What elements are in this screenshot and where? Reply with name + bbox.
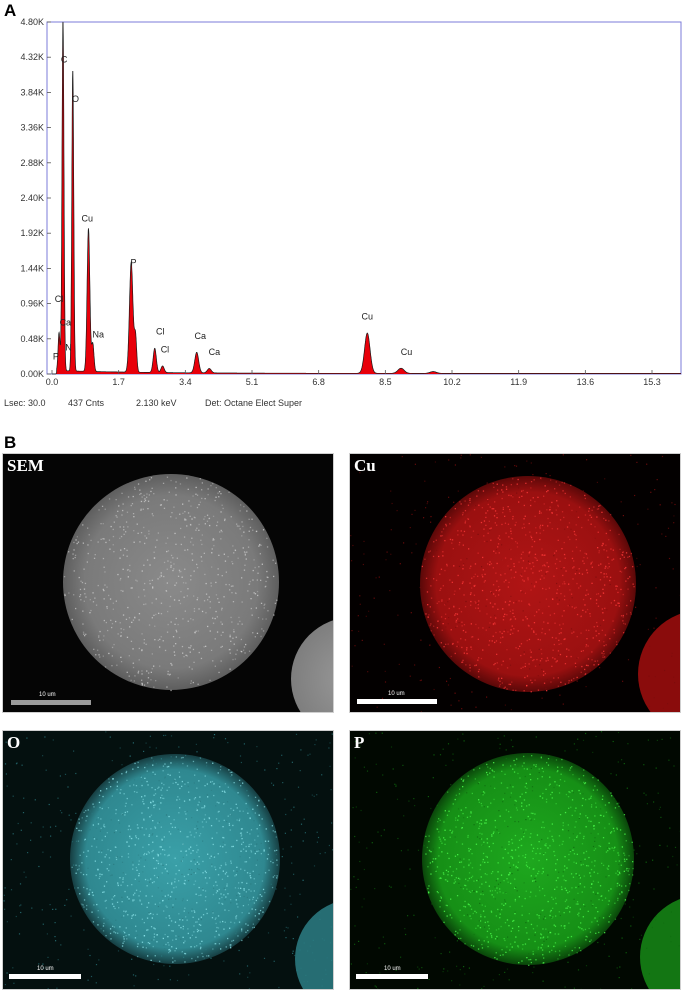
sem-particle-edge (291, 620, 333, 712)
panel-b-label: B (4, 433, 17, 452)
x-tick-label: 8.5 (379, 377, 392, 387)
o-particle (70, 754, 280, 964)
o-particle-edge (295, 903, 333, 989)
speckle-texture (71, 756, 278, 963)
scale-text-cu: 10 um (388, 691, 405, 697)
cu-particle (420, 476, 636, 692)
spectrum-line (52, 21, 681, 375)
peak-label: Cl (55, 294, 64, 304)
sem-image-panel: SEM 10 um (2, 453, 334, 713)
background-noise (350, 454, 680, 712)
p-map-panel: P 10 um (349, 730, 681, 990)
y-tick-label: 0.48K (20, 334, 44, 344)
scale-bar (9, 974, 81, 979)
peak-label: Ca (209, 347, 221, 357)
background-noise (350, 731, 680, 989)
map-label-sem: SEM (7, 456, 44, 475)
x-tick-label: 13.6 (577, 377, 595, 387)
peak-label: P (53, 351, 59, 361)
speckle-texture (421, 477, 635, 693)
peak-label: Cu (401, 347, 413, 357)
x-tick-label: 10.2 (443, 377, 461, 387)
cu-particle-edge (638, 613, 680, 712)
scale-text-sem: 10 um (39, 692, 56, 698)
peak-label: Na (93, 329, 105, 339)
p-map (350, 731, 680, 989)
y-tick-label: 1.44K (20, 263, 44, 273)
peak-label: C (61, 54, 68, 64)
map-label-o: O (7, 733, 21, 752)
scale-bar (11, 700, 91, 705)
y-tick-label: 2.88K (20, 158, 44, 168)
scale-text-p: 10 um (384, 966, 401, 972)
peak-label: Ca (60, 318, 72, 328)
x-tick-label: 3.4 (179, 377, 192, 387)
plot-frame (46, 21, 682, 375)
x-tick-label: 0.0 (46, 377, 59, 387)
scale-bar (357, 699, 437, 704)
speckle-texture (425, 755, 634, 966)
peak-label: N (65, 343, 72, 353)
o-map (3, 731, 333, 989)
p-particle-edge (640, 899, 680, 989)
x-tick-label: 11.9 (510, 377, 527, 387)
map-label-p: P (354, 733, 365, 752)
cu-map-panel: Cu 10 um (349, 453, 681, 713)
speckle-texture (63, 476, 278, 692)
footer-energy: 2.130 keV (136, 398, 177, 408)
cu-map (350, 454, 680, 712)
peak-label: Ca (194, 331, 206, 341)
y-tick-label: 0.00K (20, 369, 44, 379)
peak-label: Cu (82, 213, 94, 223)
x-tick-label: 6.8 (312, 377, 325, 387)
footer-detector: Det: Octane Elect Super (205, 398, 303, 408)
peak-label: P (131, 257, 137, 267)
x-tick-label: 1.7 (112, 377, 125, 387)
scale-text-o: 10 um (37, 966, 54, 972)
y-tick-label: 4.80K (20, 17, 44, 27)
background-noise (3, 731, 333, 989)
footer-counts: 437 Cnts (68, 398, 105, 408)
peak-label: Cu (362, 312, 374, 322)
y-tick-label: 4.32K (20, 52, 44, 62)
y-tick-layer: 0.00K 0.48K 0.96K 1.44K 1.92K 2.40K 2.88K 3.36K… (20, 17, 51, 379)
scale-bar (356, 974, 428, 979)
peak-label: Cl (156, 326, 165, 336)
x-tick-layer: 0.0 1.7 3.4 5.1 6.8 8.5 10.2 11.9 13.6 15.3 (46, 370, 661, 387)
x-tick-label: 15.3 (643, 377, 661, 387)
y-tick-label: 0.96K (20, 299, 44, 309)
peak-label: O (72, 94, 79, 104)
x-tick-label: 5.1 (246, 377, 259, 387)
eds-spectrum-chart: 0.00K 0.48K 0.96K 1.44K 1.92K 2.40K 2.88K 3.36K… (20, 17, 682, 387)
y-tick-label: 3.36K (20, 123, 44, 133)
y-tick-label: 2.40K (20, 193, 44, 203)
peak-label: Cl (161, 345, 170, 355)
map-label-cu: Cu (354, 456, 376, 475)
panel-a-label: A (4, 1, 17, 20)
sem-particle (63, 474, 279, 690)
footer-lsec: Lsec: 30.0 (4, 398, 46, 408)
sem-image (3, 454, 333, 712)
y-tick-label: 3.84K (20, 87, 44, 97)
p-particle (422, 753, 634, 965)
o-map-panel: O 10 um (2, 730, 334, 990)
y-tick-label: 1.92K (20, 228, 44, 238)
spectrum-layer (52, 21, 681, 375)
